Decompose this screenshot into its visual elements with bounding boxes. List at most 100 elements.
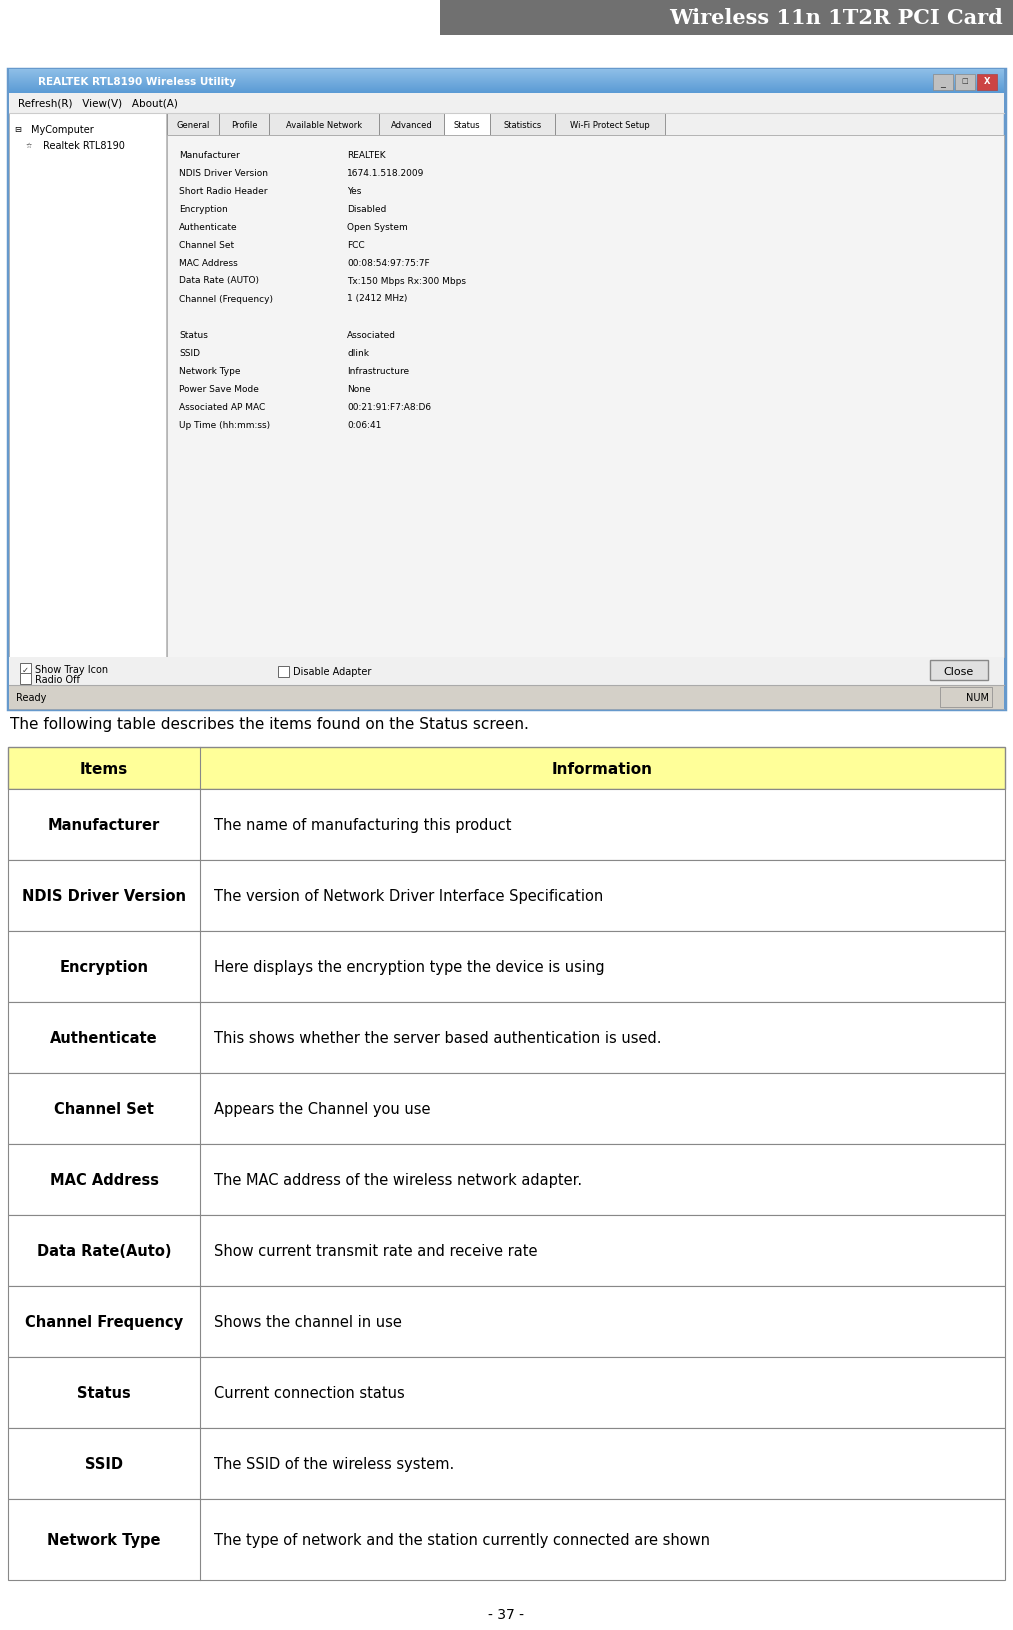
Text: Here displays the encryption type the device is using: Here displays the encryption type the de… [214,960,605,975]
Text: General: General [176,121,210,129]
Text: Items: Items [80,761,128,776]
Bar [933,75,953,91]
Bar [490,114,555,135]
Text: Channel (Frequency): Channel (Frequency) [179,295,272,303]
Bar [167,135,1004,657]
Bar [9,657,1004,686]
Bar [8,1073,1005,1144]
Text: Current connection status: Current connection status [214,1386,405,1400]
Text: 00:08:54:97:75:7F: 00:08:54:97:75:7F [347,258,430,267]
Bar [440,0,1013,36]
Text: - 37 -: - 37 - [488,1607,525,1620]
Text: Appears the Channel you use: Appears the Channel you use [214,1102,431,1117]
Bar [444,114,490,135]
Text: The version of Network Driver Interface Specification: The version of Network Driver Interface … [214,888,604,903]
Bar [278,667,289,678]
Text: Yes: Yes [347,186,362,196]
Text: Radio Off: Radio Off [35,675,80,685]
Text: Information: Information [552,761,653,776]
Bar [977,75,997,91]
Text: Manufacturer: Manufacturer [179,150,240,160]
Text: Encryption: Encryption [60,960,149,975]
Text: Data Rate (AUTO): Data Rate (AUTO) [179,277,259,285]
Bar [9,686,1004,709]
Text: Realtek RTL8190: Realtek RTL8190 [43,140,125,152]
Text: Authenticate: Authenticate [179,222,238,231]
Text: Tx:150 Mbps Rx:300 Mbps: Tx:150 Mbps Rx:300 Mbps [347,277,466,285]
Text: Infrastructure: Infrastructure [347,367,409,375]
Bar [20,673,31,685]
Text: X: X [984,77,991,85]
Bar [8,1428,1005,1500]
Bar [9,114,166,657]
Bar [219,114,269,135]
Text: _: _ [940,78,945,88]
Text: Channel Frequency: Channel Frequency [25,1314,183,1328]
Text: Show Tray Icon: Show Tray Icon [35,665,108,675]
Bar [8,1144,1005,1216]
Text: Disable Adapter: Disable Adapter [293,667,372,676]
Bar [8,789,1005,861]
Bar [0,0,440,36]
Text: Associated: Associated [347,331,396,339]
Text: Network Type: Network Type [48,1532,161,1547]
Text: Short Radio Header: Short Radio Header [179,186,267,196]
Bar [9,95,1004,114]
Text: The type of network and the station currently connected are shown: The type of network and the station curr… [214,1532,710,1547]
Text: REALTEK: REALTEK [347,150,386,160]
Text: Associated AP MAC: Associated AP MAC [179,403,265,411]
Text: Encryption: Encryption [179,204,228,214]
Text: Shows the channel in use: Shows the channel in use [214,1314,402,1328]
Bar [20,663,31,675]
Bar [8,861,1005,931]
Text: NDIS Driver Version: NDIS Driver Version [22,888,186,903]
Text: None: None [347,385,371,393]
Text: MAC Address: MAC Address [179,258,238,267]
Text: ⊟: ⊟ [14,126,21,134]
Text: NDIS Driver Version: NDIS Driver Version [179,168,268,178]
Bar [8,1358,1005,1428]
Text: Disabled: Disabled [347,204,386,214]
Text: Up Time (hh:mm:ss): Up Time (hh:mm:ss) [179,421,270,429]
Text: 1674.1.518.2009: 1674.1.518.2009 [347,168,424,178]
Text: Authenticate: Authenticate [51,1030,158,1045]
Text: NUM: NUM [966,693,989,703]
Bar [8,1500,1005,1579]
Bar [8,1286,1005,1358]
Text: Available Network: Available Network [286,121,362,129]
Text: The SSID of the wireless system.: The SSID of the wireless system. [214,1456,454,1472]
Bar [940,688,992,707]
Text: □: □ [961,78,968,85]
Text: Wireless 11n 1T2R PCI Card: Wireless 11n 1T2R PCI Card [670,8,1003,28]
Bar [379,114,444,135]
Text: SSID: SSID [85,1456,123,1472]
Text: Show current transmit rate and receive rate: Show current transmit rate and receive r… [214,1244,538,1258]
Bar [269,114,379,135]
Text: Status: Status [454,121,480,129]
Text: Close: Close [944,667,975,676]
Text: Open System: Open System [347,222,408,231]
Text: Status: Status [179,331,208,339]
Text: 0:06:41: 0:06:41 [347,421,381,429]
Bar [555,114,665,135]
Text: Profile: Profile [231,121,257,129]
Text: ☆: ☆ [26,143,32,148]
Text: SSID: SSID [179,349,200,357]
Text: Channel Set: Channel Set [179,240,234,249]
Text: Data Rate(Auto): Data Rate(Auto) [36,1244,171,1258]
Text: REALTEK RTL8190 Wireless Utility: REALTEK RTL8190 Wireless Utility [38,77,236,86]
Text: Power Save Mode: Power Save Mode [179,385,259,393]
Text: Manufacturer: Manufacturer [48,818,160,833]
Bar [167,114,219,135]
Text: This shows whether the server based authentication is used.: This shows whether the server based auth… [214,1030,661,1045]
Text: The MAC address of the wireless network adapter.: The MAC address of the wireless network … [214,1172,582,1187]
Bar [8,1002,1005,1073]
Text: FCC: FCC [347,240,365,249]
Text: Status: Status [77,1386,131,1400]
Text: Ready: Ready [16,693,47,703]
Text: The following table describes the items found on the Status screen.: The following table describes the items … [10,716,529,730]
Text: The name of manufacturing this product: The name of manufacturing this product [214,818,512,833]
Text: Network Type: Network Type [179,367,240,375]
Text: Statistics: Statistics [503,121,542,129]
Bar [8,931,1005,1002]
